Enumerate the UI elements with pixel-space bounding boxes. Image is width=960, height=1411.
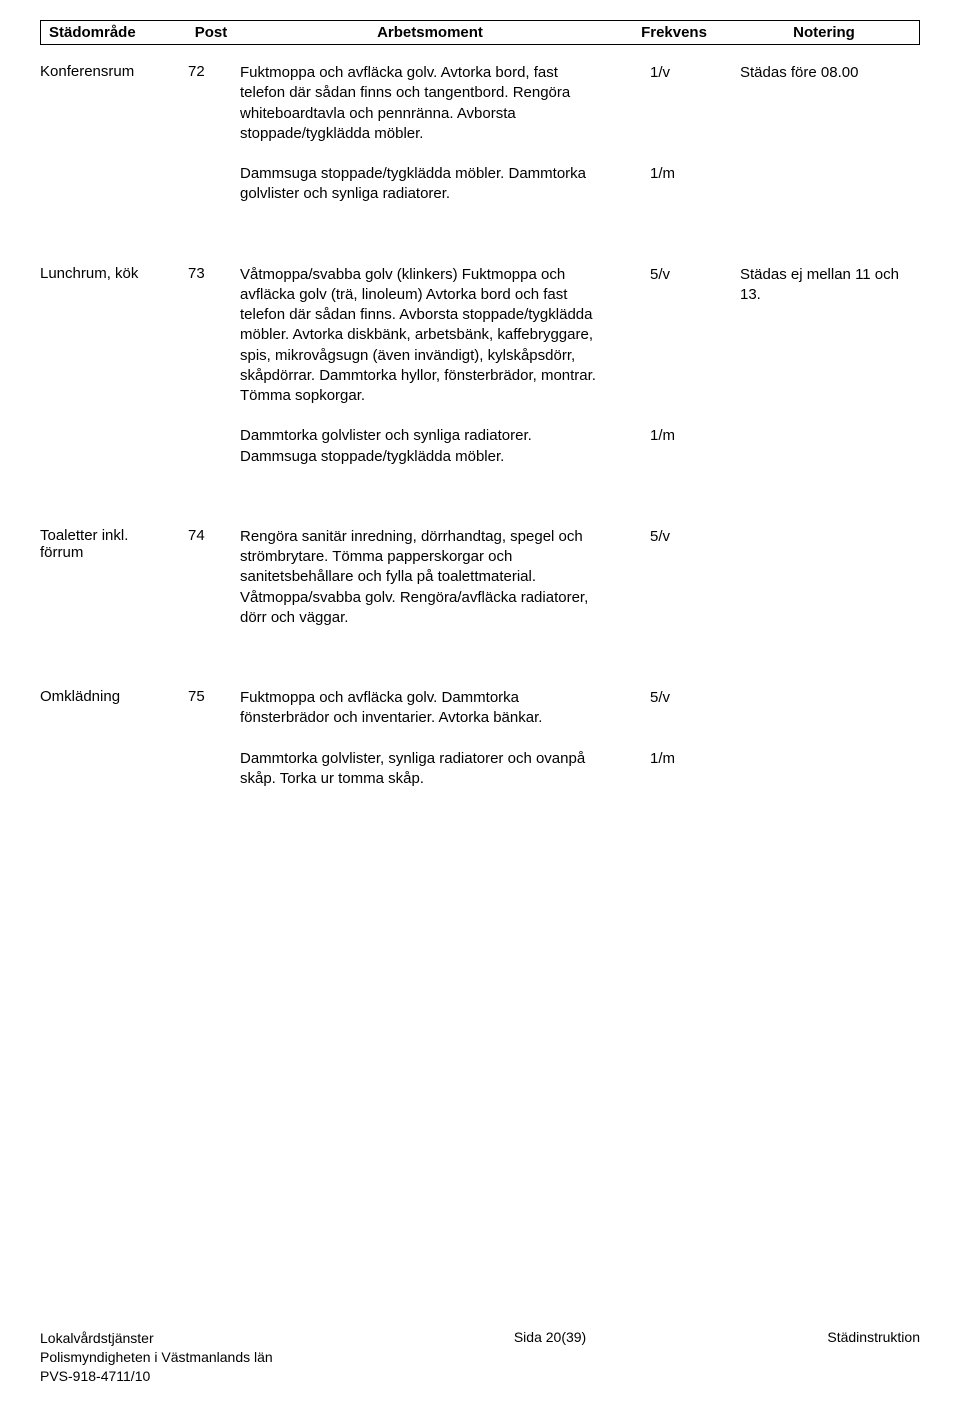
sections-container: Konferensrum72Fuktmoppa och avfläcka gol… xyxy=(40,63,920,809)
task-block: Fuktmoppa och avfläcka golv. Dammtorka f… xyxy=(240,688,920,729)
task-block: Dammsuga stoppade/tygklädda möbler. Damm… xyxy=(240,164,920,205)
area-label: Konferensrum xyxy=(40,63,180,225)
task-blocks-wrap: Fuktmoppa och avfläcka golv. Dammtorka f… xyxy=(240,688,920,809)
task-text: Fuktmoppa och avfläcka golv. Avtorka bor… xyxy=(240,63,620,144)
section-row: Omklädning75Fuktmoppa och avfläcka golv.… xyxy=(40,688,920,809)
area-label: Toaletter inkl. förrum xyxy=(40,527,180,648)
task-note xyxy=(730,426,920,467)
post-number: 74 xyxy=(180,527,240,648)
task-text: Dammtorka golvlister, synliga radiatorer… xyxy=(240,749,620,790)
task-frequency: 1/m xyxy=(620,749,730,790)
post-number: 73 xyxy=(180,265,240,487)
table-header: Städområde Post Arbetsmoment Frekvens No… xyxy=(40,20,920,45)
task-frequency: 1/m xyxy=(620,164,730,205)
task-blocks-wrap: Fuktmoppa och avfläcka golv. Avtorka bor… xyxy=(240,63,920,225)
task-frequency: 5/v xyxy=(620,527,730,628)
task-text: Dammsuga stoppade/tygklädda möbler. Damm… xyxy=(240,164,620,205)
task-text: Rengöra sanitär inredning, dörrhandtag, … xyxy=(240,527,620,628)
footer-org: Polismyndigheten i Västmanlands län xyxy=(40,1348,273,1367)
task-block: Fuktmoppa och avfläcka golv. Avtorka bor… xyxy=(240,63,920,144)
section-row: Toaletter inkl. förrum74Rengöra sanitär … xyxy=(40,527,920,648)
task-note: Städas ej mellan 11 och 13. xyxy=(730,265,920,407)
task-block: Dammtorka golvlister, synliga radiatorer… xyxy=(240,749,920,790)
task-block: Våtmoppa/svabba golv (klinkers) Fuktmopp… xyxy=(240,265,920,407)
task-note xyxy=(730,164,920,205)
post-number: 75 xyxy=(180,688,240,809)
task-block: Dammtorka golvlister och synliga radiato… xyxy=(240,426,920,467)
header-post: Post xyxy=(181,21,241,44)
post-number: 72 xyxy=(180,63,240,225)
task-frequency: 5/v xyxy=(620,688,730,729)
task-block: Rengöra sanitär inredning, dörrhandtag, … xyxy=(240,527,920,628)
area-label: Omklädning xyxy=(40,688,180,809)
header-area: Städområde xyxy=(41,21,181,44)
footer-service: Lokalvårdstjänster xyxy=(40,1329,273,1348)
task-note xyxy=(730,749,920,790)
footer-page: Sida 20(39) xyxy=(514,1329,586,1386)
task-frequency: 1/m xyxy=(620,426,730,467)
task-note: Städas före 08.00 xyxy=(730,63,920,144)
footer-ref: PVS-918-4711/10 xyxy=(40,1367,273,1386)
footer-doc-type: Städinstruktion xyxy=(827,1329,920,1386)
page-footer: Lokalvårdstjänster Polismyndigheten i Vä… xyxy=(40,1329,920,1386)
header-note: Notering xyxy=(729,21,919,44)
task-text: Dammtorka golvlister och synliga radiato… xyxy=(240,426,620,467)
task-text: Våtmoppa/svabba golv (klinkers) Fuktmopp… xyxy=(240,265,620,407)
task-note xyxy=(730,688,920,729)
section-row: Lunchrum, kök73Våtmoppa/svabba golv (kli… xyxy=(40,265,920,487)
task-text: Fuktmoppa och avfläcka golv. Dammtorka f… xyxy=(240,688,620,729)
footer-left: Lokalvårdstjänster Polismyndigheten i Vä… xyxy=(40,1329,273,1386)
header-freq: Frekvens xyxy=(619,21,729,44)
task-blocks-wrap: Rengöra sanitär inredning, dörrhandtag, … xyxy=(240,527,920,648)
task-frequency: 1/v xyxy=(620,63,730,144)
area-label: Lunchrum, kök xyxy=(40,265,180,487)
task-note xyxy=(730,527,920,628)
task-blocks-wrap: Våtmoppa/svabba golv (klinkers) Fuktmopp… xyxy=(240,265,920,487)
task-frequency: 5/v xyxy=(620,265,730,407)
header-task: Arbetsmoment xyxy=(241,21,619,44)
section-row: Konferensrum72Fuktmoppa och avfläcka gol… xyxy=(40,63,920,225)
